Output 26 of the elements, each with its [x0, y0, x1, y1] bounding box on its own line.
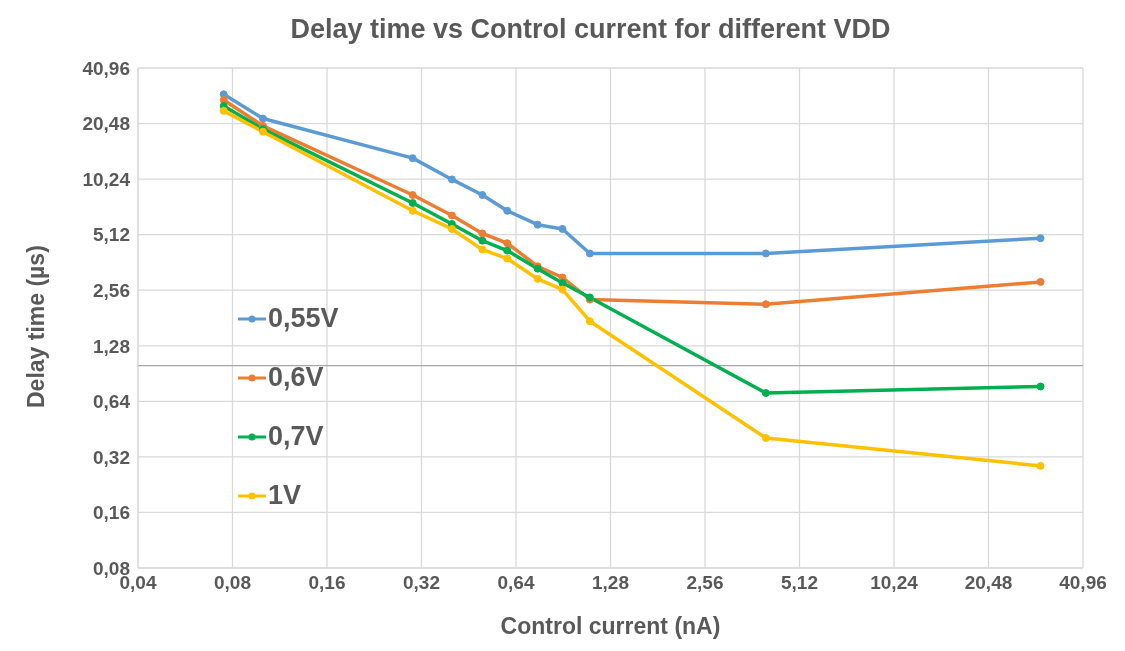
legend-label: 0,55V — [268, 303, 339, 334]
x-tick-label: 1,28 — [592, 572, 629, 594]
y-tick-label: 40,96 — [82, 57, 130, 79]
y-tick-label: 10,24 — [82, 168, 131, 190]
legend-label: 1V — [268, 480, 302, 511]
x-tick-label: 20,48 — [964, 572, 1013, 594]
x-tick-label: 2,56 — [686, 572, 724, 594]
y-tick-label: 0,32 — [93, 446, 130, 468]
x-tick-label: 10,24 — [870, 572, 919, 594]
x-tick-label: 0,64 — [497, 572, 535, 594]
y-tick-label: 0,16 — [93, 502, 130, 524]
y-tick-label: 1,28 — [93, 335, 130, 357]
x-axis-title: Control current (nA) — [500, 613, 721, 639]
x-tick-label: 0,16 — [308, 572, 346, 594]
x-tick-label: 40,96 — [1059, 572, 1107, 594]
chart-title: Delay time vs Control current for different VDD — [289, 13, 892, 46]
legend-label: 0,6V — [268, 362, 324, 393]
x-tick-label: 0,32 — [403, 572, 440, 594]
legend-label: 0,7V — [268, 421, 324, 452]
x-tick-label: 5,12 — [781, 572, 818, 594]
x-tick-label: 0,08 — [214, 572, 251, 594]
y-tick-label: 5,12 — [93, 224, 130, 246]
y-tick-label: 20,48 — [82, 113, 130, 135]
y-tick-label: 2,56 — [93, 279, 130, 301]
y-axis-title: Delay time (µs) — [23, 245, 50, 408]
y-tick-label: 0,64 — [93, 391, 131, 413]
